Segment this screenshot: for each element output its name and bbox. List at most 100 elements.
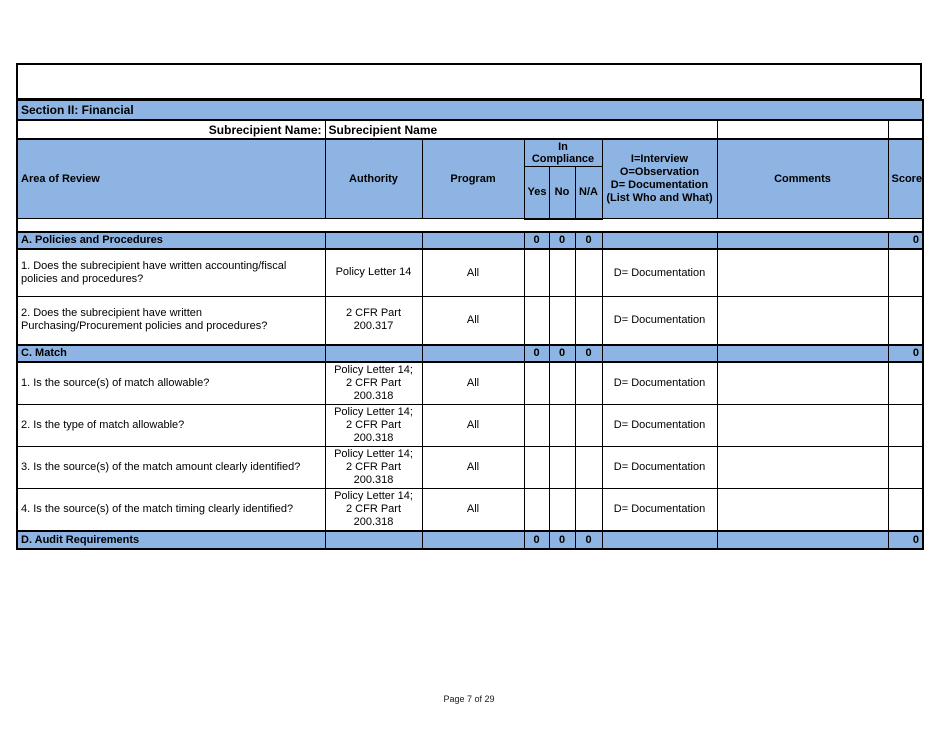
section-d-authority-cell — [324, 529, 423, 550]
section-c-score: 0 — [887, 343, 924, 363]
yes-cell[interactable] — [523, 445, 550, 489]
score-cell[interactable] — [887, 487, 924, 531]
score-cell[interactable] — [887, 445, 924, 489]
program-cell: All — [421, 296, 525, 345]
authority-line: Policy Letter 14; — [334, 363, 413, 376]
section-a-score: 0 — [887, 230, 924, 250]
section-a-no-count: 0 — [548, 230, 576, 250]
authority-cell: 2 CFR Part 200.317 — [324, 296, 423, 345]
section-c-na-count: 0 — [574, 343, 603, 363]
compliance-table: Section II: Financial Subrecipient Name:… — [15, 99, 925, 550]
section-c-program-cell — [421, 343, 525, 363]
question-cell: 1. Is the source(s) of match allowable? — [16, 361, 326, 405]
comments-cell[interactable] — [716, 361, 889, 405]
authority-line: Policy Letter 14 — [335, 266, 412, 279]
na-cell[interactable] — [574, 296, 603, 345]
score-cell[interactable] — [887, 403, 924, 447]
program-cell: All — [421, 403, 525, 447]
na-cell[interactable] — [574, 487, 603, 531]
section-d-na-count: 0 — [574, 529, 603, 550]
program-cell: All — [421, 445, 525, 489]
authority-line: Policy Letter 14; — [334, 405, 413, 418]
authority-cell: Policy Letter 14; 2 CFR Part 200.318 — [324, 487, 423, 531]
authority-line: 2 CFR Part 200.318 — [345, 376, 401, 402]
authority-line: 2 CFR Part 200.318 — [345, 418, 401, 444]
no-cell[interactable] — [548, 248, 576, 297]
question-cell: 2. Does the subrecipient have written Pu… — [16, 296, 326, 345]
no-cell[interactable] — [548, 296, 576, 345]
no-cell[interactable] — [548, 445, 576, 489]
program-cell: All — [421, 248, 525, 297]
section-c-authority-cell — [324, 343, 423, 363]
comments-cell[interactable] — [716, 248, 889, 297]
section-a-yes-count: 0 — [523, 230, 550, 250]
program-cell: All — [421, 487, 525, 531]
no-cell[interactable] — [548, 487, 576, 531]
section-a-title: A. Policies and Procedures — [16, 230, 326, 250]
no-cell[interactable] — [548, 403, 576, 447]
score-cell[interactable] — [887, 361, 924, 405]
method-cell: D= Documentation — [601, 248, 718, 297]
na-cell[interactable] — [574, 361, 603, 405]
score-cell[interactable] — [887, 248, 924, 297]
na-cell[interactable] — [574, 445, 603, 489]
method-line-documentation: D= Documentation — [610, 179, 709, 191]
col-header-authority: Authority — [324, 138, 423, 219]
method-line-listwho: (List Who and What) — [606, 192, 713, 204]
section-a-method-cell — [601, 230, 718, 250]
subrecipient-empty-score-cell — [887, 119, 924, 140]
comments-cell[interactable] — [716, 445, 889, 489]
method-cell: D= Documentation — [601, 403, 718, 447]
section-d-yes-count: 0 — [523, 529, 550, 550]
section-c-title: C. Match — [16, 343, 326, 363]
score-cell[interactable] — [887, 296, 924, 345]
method-cell: D= Documentation — [601, 361, 718, 405]
na-cell[interactable] — [574, 403, 603, 447]
yes-cell[interactable] — [523, 403, 550, 447]
section-d-comments-cell — [716, 529, 889, 550]
section-d-score: 0 — [887, 529, 924, 550]
authority-cell: Policy Letter 14; 2 CFR Part 200.318 — [324, 361, 423, 405]
section-c-method-cell — [601, 343, 718, 363]
comments-cell[interactable] — [716, 296, 889, 345]
spacer-row — [15, 218, 925, 232]
yes-cell[interactable] — [523, 487, 550, 531]
question-cell: 1. Does the subrecipient have written ac… — [16, 248, 326, 297]
col-header-area-of-review: Area of Review — [16, 138, 326, 219]
col-header-program: Program — [421, 138, 525, 219]
col-header-yes: Yes — [523, 166, 550, 220]
section-title: Section II: Financial — [16, 99, 924, 121]
authority-line: 2 CFR Part 200.317 — [345, 307, 401, 333]
program-cell: All — [421, 361, 525, 405]
method-line-interview: I=Interview — [630, 153, 689, 165]
authority-line: Policy Letter 14; — [334, 447, 413, 460]
section-a-program-cell — [421, 230, 525, 250]
method-cell: D= Documentation — [601, 296, 718, 345]
no-cell[interactable] — [548, 361, 576, 405]
yes-cell[interactable] — [523, 248, 550, 297]
authority-line: 2 CFR Part 200.318 — [345, 502, 401, 528]
question-cell: 3. Is the source(s) of the match amount … — [16, 445, 326, 489]
subrecipient-value-cell[interactable]: Subrecipient Name — [324, 119, 718, 140]
section-d-no-count: 0 — [548, 529, 576, 550]
section-d-method-cell — [601, 529, 718, 550]
col-header-comments: Comments — [716, 138, 889, 219]
empty-header-box — [16, 63, 922, 100]
page-number: Page 7 of 29 — [443, 694, 495, 704]
yes-cell[interactable] — [523, 361, 550, 405]
section-a-na-count: 0 — [574, 230, 603, 250]
section-c-yes-count: 0 — [523, 343, 550, 363]
method-cell: D= Documentation — [601, 487, 718, 531]
yes-cell[interactable] — [523, 296, 550, 345]
na-cell[interactable] — [574, 248, 603, 297]
authority-cell: Policy Letter 14 — [324, 248, 423, 297]
section-d-program-cell — [421, 529, 525, 550]
section-a-authority-cell — [324, 230, 423, 250]
section-c-comments-cell — [716, 343, 889, 363]
authority-line: 2 CFR Part 200.318 — [345, 460, 401, 486]
comments-cell[interactable] — [716, 403, 889, 447]
comments-cell[interactable] — [716, 487, 889, 531]
question-cell: 4. Is the source(s) of the match timing … — [16, 487, 326, 531]
section-a-comments-cell — [716, 230, 889, 250]
